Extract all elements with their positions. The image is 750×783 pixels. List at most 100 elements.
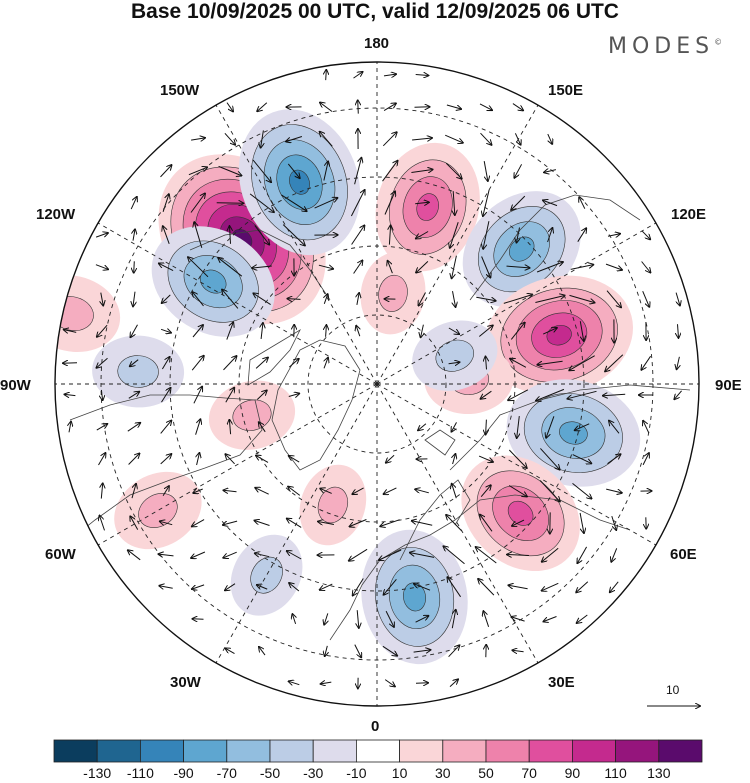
colorbar-swatch [572,739,617,763]
wind-vector [225,583,236,591]
wind-vector [576,581,589,593]
wind-vector [288,487,301,496]
wind-vector [385,610,394,627]
anomaly-center [375,142,480,272]
wind-vector [216,203,244,204]
wind-vector [224,132,235,144]
wind-vector [133,229,135,241]
wind-vector [281,194,306,211]
wind-vector [606,488,622,493]
wind-vector [130,516,139,530]
lon-label-120e: 120E [671,206,707,223]
colorbar-tick-label: 30 [435,765,451,781]
wind-vector [384,487,397,494]
wind-vector [192,584,205,589]
wind-vector [349,548,368,560]
wind-vector [100,516,105,531]
wind-vector [416,261,429,272]
scandinavia-outline [399,479,471,561]
map-boundary [54,61,700,707]
colorbar-swatch [355,739,400,763]
wind-vector [414,584,431,591]
wind-vector [610,581,619,592]
wind-vector [444,546,465,565]
wind-vector [159,586,173,589]
wind-vector [96,424,107,431]
meridian-line [376,104,539,385]
wind-vector [412,521,433,526]
wind-vector [287,519,302,528]
wind-vector [512,519,525,526]
wind-vector [452,422,457,431]
lon-label-30e: 30E [548,674,575,691]
meridian-line [376,383,657,546]
wind-vector [448,645,460,658]
wind-vector [411,170,432,173]
wind-vector [572,483,592,498]
wind-vector [223,520,238,525]
wind-vector [357,610,359,628]
wind-vector [162,486,169,497]
wind-vector [511,617,525,622]
wind-vector [503,295,532,304]
wind-vector [643,421,650,434]
graticule [55,62,699,706]
wind-vector [261,130,264,147]
wind-vector [508,485,527,497]
wind-vector [547,228,553,243]
wind-vector [218,258,243,277]
wind-vector [97,357,108,367]
wind-vector [677,356,680,369]
wind-vector [354,644,361,658]
wind-vector [288,359,298,368]
anomaly-contour [435,339,475,372]
wind-vector [450,222,459,248]
wind-vector [540,448,559,469]
wind-vector [287,551,302,560]
wind-vector [568,390,597,398]
wind-vector [318,522,334,525]
wind-vector [255,521,270,526]
wind-vector [289,456,300,463]
colorbar-swatch [399,739,444,763]
wind-vector [535,296,564,303]
wind-vector [676,292,680,306]
latitude-circle [169,176,585,592]
wind-vector [480,485,491,498]
colorbar-tick-label: -10 [346,765,367,781]
wind-vector [416,231,429,239]
wind-vector [415,75,429,76]
lon-label-60e: 60E [670,546,697,563]
wind-vector [261,323,263,339]
anomaly-center [360,252,426,335]
wind-vector [193,292,204,307]
wind-vector [577,228,586,242]
meridian-line [376,383,539,664]
latitude-circle [307,314,447,454]
wind-vector [382,132,396,147]
wind-vector [101,292,103,306]
wind-vector [350,519,367,527]
colorbar-tick-label: 90 [564,765,581,781]
wind-vector [383,103,396,112]
colorbar [53,739,703,763]
wind-vector [289,583,300,592]
wind-vector [641,261,651,273]
wind-vector [579,197,586,209]
wind-vector [162,294,171,303]
wind-vector [508,585,528,590]
wind-vector [282,224,305,246]
wind-vector [386,454,395,462]
colorbar-tick-label: 70 [521,765,537,781]
wind-vector [358,100,359,114]
wind-vector [446,104,461,109]
wind-vector [218,165,242,175]
wind-vector [508,389,529,400]
wind-vector [486,357,487,370]
wind-vector [225,454,235,465]
wind-vector [577,546,588,563]
wind-vector [508,449,526,468]
brand-copyright: © [714,37,723,47]
anomaly-contour [378,274,408,312]
